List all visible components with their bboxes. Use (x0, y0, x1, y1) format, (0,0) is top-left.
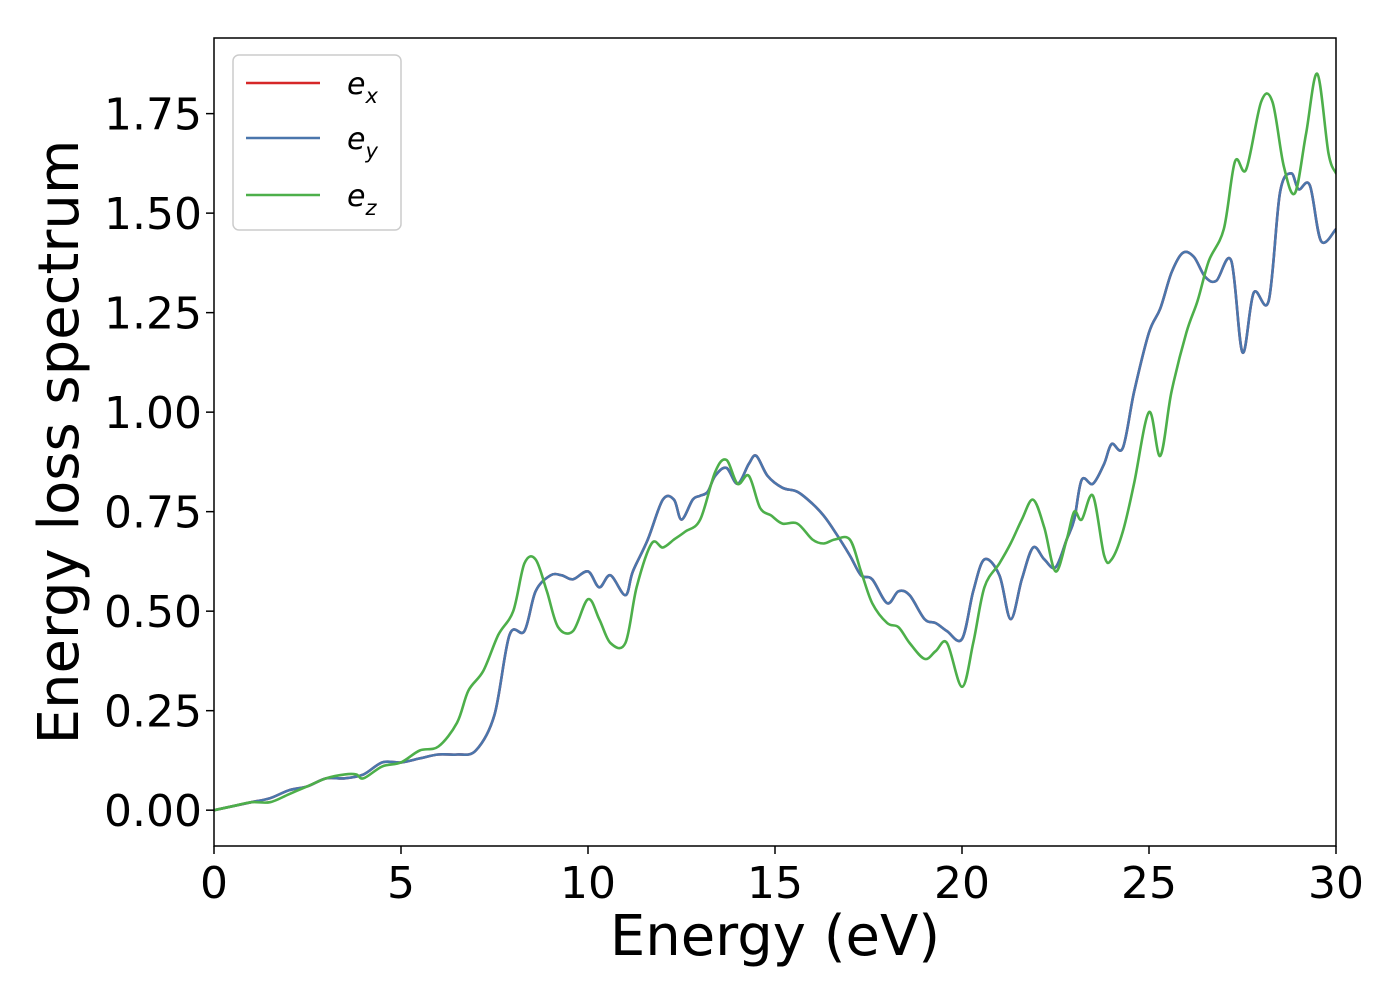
legend-label-base: e (347, 179, 365, 214)
y-axis-ticks: 0.00 0.25 0.50 0.75 1.00 1.25 1.50 1.75 (104, 90, 214, 837)
y-tick-label: 0.25 (104, 687, 202, 738)
y-tick-label: 1.00 (104, 388, 202, 439)
legend-label-e_z: ez (347, 179, 377, 220)
series-line-e_z (214, 72, 1336, 812)
legend-label-subscript: x (364, 84, 378, 108)
y-tick-label: 1.50 (104, 189, 202, 240)
x-tick-label: 15 (747, 858, 803, 909)
series-line-e_x (214, 172, 1336, 812)
y-tick-label: 1.25 (104, 289, 202, 340)
legend-box (232, 54, 402, 231)
y-tick-label: 0.00 (104, 786, 202, 837)
x-tick-label: 20 (934, 858, 990, 909)
x-axis-ticks: 0 5 10 15 20 25 30 (200, 846, 1364, 909)
x-tick-label: 5 (387, 858, 415, 909)
legend-label-base: e (347, 67, 365, 102)
y-tick-label: 0.50 (104, 587, 202, 638)
x-tick-label: 25 (1121, 858, 1177, 909)
legend-label-base: e (347, 122, 365, 157)
legend-label-e_y: ey (347, 122, 378, 163)
x-tick-label: 30 (1308, 858, 1364, 909)
y-tick-label: 1.75 (104, 90, 202, 141)
x-axis-title: Energy (eV) (610, 904, 940, 969)
legend-label-subscript: z (364, 196, 377, 220)
series-line-e_y (214, 172, 1336, 812)
x-tick-label: 10 (560, 858, 616, 909)
legend-label-subscript: y (364, 139, 378, 163)
series-lines (214, 72, 1336, 812)
legend-label-e_x: ex (347, 67, 378, 108)
y-tick-label: 0.75 (104, 488, 202, 539)
y-axis-title: Energy loss spectrum (27, 140, 92, 745)
x-tick-label: 0 (200, 858, 228, 909)
